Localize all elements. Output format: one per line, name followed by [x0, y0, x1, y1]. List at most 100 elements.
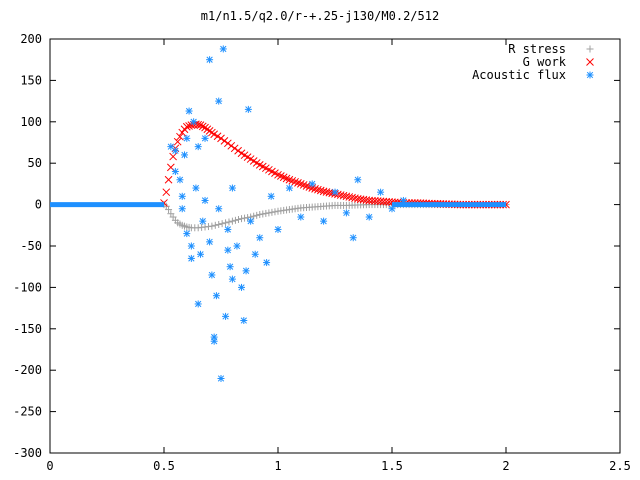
data-point — [228, 275, 236, 283]
data-point — [244, 214, 252, 222]
star-stroke — [400, 197, 407, 204]
data-point — [215, 205, 223, 213]
y-tick-label: -100 — [13, 280, 42, 294]
cross-stroke — [299, 181, 308, 189]
data-point — [211, 221, 219, 229]
star-stroke — [240, 317, 247, 324]
star-stroke — [167, 143, 174, 150]
y-tick-label: -150 — [13, 322, 42, 336]
data-point — [192, 184, 200, 192]
data-point — [279, 173, 288, 182]
cross-stroke — [274, 170, 282, 179]
cross-stroke — [198, 122, 207, 131]
star-stroke — [172, 147, 179, 154]
cross-stroke — [294, 179, 302, 187]
y-tick-label: 150 — [20, 73, 42, 87]
cross-stroke — [237, 149, 246, 158]
data-point — [294, 179, 302, 187]
data-point — [354, 176, 362, 184]
data-point — [201, 196, 209, 204]
cross-stroke — [240, 151, 249, 160]
data-point — [162, 188, 171, 197]
star-stroke — [195, 143, 202, 150]
data-point — [212, 292, 220, 300]
star-stroke — [211, 338, 218, 345]
data-point — [234, 146, 242, 155]
star-stroke — [183, 135, 190, 142]
data-point — [176, 132, 184, 141]
star-stroke — [172, 168, 179, 175]
data-point — [228, 184, 236, 192]
data-point — [217, 374, 225, 382]
star-stroke — [224, 226, 231, 233]
data-point — [288, 176, 297, 185]
x-tick-label: 2.5 — [609, 459, 631, 473]
cross-stroke — [173, 137, 182, 146]
data-point — [178, 128, 187, 137]
axis-ticks: 0 0.5 1 1.5 2 2.5 200 150 100 50 0 -50 -100 -150 -200 -… — [13, 32, 631, 473]
data-point — [256, 211, 264, 219]
data-point — [210, 337, 218, 345]
star-stroke — [388, 205, 396, 212]
star-stroke — [220, 45, 227, 53]
data-point — [251, 250, 259, 258]
cross-stroke — [296, 180, 305, 188]
y-tick-label: 50 — [28, 156, 42, 170]
data-point — [316, 186, 325, 195]
cross-stroke — [279, 173, 288, 182]
data-point — [218, 220, 226, 228]
star-stroke — [183, 230, 190, 237]
data-point — [285, 175, 294, 184]
data-point — [176, 176, 184, 184]
star-stroke — [192, 184, 200, 192]
cross-stroke — [271, 169, 279, 177]
x-tick-label: 0 — [46, 459, 53, 473]
star-stroke — [188, 255, 195, 262]
x-tick-label: 1.5 — [381, 459, 403, 473]
data-point — [268, 208, 276, 216]
star-stroke — [179, 193, 186, 200]
star-stroke — [320, 218, 327, 225]
data-point — [320, 217, 328, 225]
star-stroke — [256, 234, 263, 241]
data-point — [183, 230, 191, 238]
star-stroke — [268, 193, 275, 200]
cross-stroke — [314, 185, 322, 194]
cross-stroke — [276, 172, 285, 180]
star-stroke — [247, 218, 254, 225]
legend-label: G work — [523, 55, 567, 69]
star-stroke — [222, 313, 229, 320]
y-tick-label: 100 — [20, 115, 42, 129]
star-stroke — [206, 238, 213, 246]
data-point — [296, 180, 305, 188]
data-point — [194, 143, 202, 151]
data-point — [217, 134, 225, 143]
legend-marker — [586, 58, 594, 66]
y-tick-label: -300 — [13, 446, 42, 460]
data-point — [183, 134, 191, 142]
star-stroke — [331, 189, 339, 196]
data-point — [241, 214, 249, 222]
cross-stroke — [288, 176, 297, 185]
data-point — [377, 188, 385, 196]
data-point — [215, 97, 223, 105]
cross-stroke — [243, 153, 252, 161]
data-point — [242, 267, 250, 275]
cross-stroke — [268, 167, 276, 176]
star-stroke — [217, 375, 225, 382]
cross-stroke — [586, 58, 594, 66]
data-point — [230, 144, 239, 153]
legend-marker — [586, 45, 594, 53]
cross-stroke — [291, 177, 299, 186]
cross-stroke — [182, 122, 191, 131]
data-point — [285, 184, 293, 192]
data-point — [224, 246, 232, 254]
data-point — [182, 122, 191, 131]
cross-stroke — [227, 141, 236, 150]
data-point — [399, 196, 407, 204]
star-stroke — [213, 292, 220, 299]
data-point — [331, 188, 339, 196]
y-tick-label: -250 — [13, 405, 42, 419]
data-point — [228, 217, 236, 225]
star-stroke — [586, 71, 594, 79]
